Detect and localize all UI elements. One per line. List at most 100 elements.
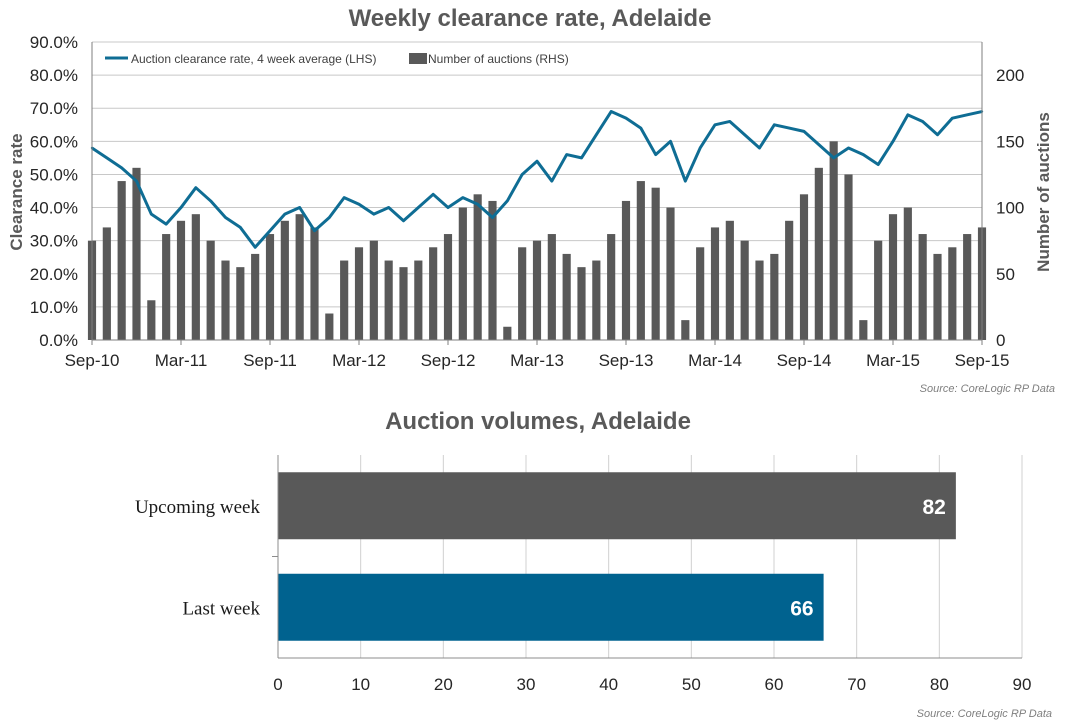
chart-title: Auction volumes, Adelaide	[385, 408, 691, 435]
auction-bar	[844, 174, 853, 340]
auction-bar	[963, 234, 972, 340]
clearance-point	[387, 206, 390, 209]
y-tick-label-left: 90.0%	[30, 33, 78, 52]
y-tick-label-left: 40.0%	[30, 199, 78, 218]
auction-bar	[384, 260, 393, 340]
y-tick-label-right: 0	[996, 331, 1005, 350]
x-tick-label: Sep-12	[421, 351, 476, 370]
clearance-point	[624, 116, 628, 120]
auction-bar	[473, 194, 482, 340]
clearance-point	[891, 140, 895, 143]
y-axis-title-right: Number of auctions	[1034, 112, 1053, 272]
y-tick-label-left: 50.0%	[30, 165, 78, 184]
x-tick-label: 80	[930, 675, 949, 694]
y-tick-label-right: 200	[996, 66, 1024, 85]
auction-bar	[547, 234, 556, 340]
y-tick-label-right: 100	[996, 199, 1024, 218]
x-tick-label: 0	[273, 675, 282, 694]
clearance-point	[862, 153, 865, 156]
x-tick-label: 90	[1013, 675, 1032, 694]
clearance-point	[417, 206, 420, 209]
auction-bar	[829, 141, 838, 340]
x-tick-label: Mar-12	[332, 351, 386, 370]
auction-bar	[888, 214, 898, 340]
clearance-point	[535, 160, 539, 163]
auction-bar	[191, 214, 200, 340]
auction-bar	[725, 220, 734, 340]
auction-bar	[607, 234, 616, 340]
x-tick-label: 40	[599, 675, 618, 694]
auction-bar	[340, 260, 349, 340]
axes: 0.0% 10.0% 20.0% 30.0% 40.0% 50.0% 60.0% 70.0% 8…	[30, 33, 1025, 370]
x-tick-label: 10	[351, 675, 370, 694]
y-tick-label-left: 10.0%	[30, 298, 78, 317]
clearance-point	[550, 179, 554, 183]
auction-bar	[295, 214, 304, 340]
category-label: Upcoming week	[135, 497, 261, 518]
auction-bar	[117, 181, 126, 340]
clearance-point	[639, 126, 643, 130]
volume-bar	[278, 472, 956, 540]
clearance-point	[446, 206, 450, 209]
auction-bar	[236, 267, 245, 340]
clearance-point	[520, 173, 524, 176]
clearance-point	[476, 203, 479, 206]
clearance-point	[402, 219, 405, 222]
auction-bar	[799, 194, 809, 340]
x-tick-label: 70	[847, 675, 866, 694]
auction-bar	[948, 247, 957, 340]
clearance-point	[253, 246, 257, 249]
auction-bar	[429, 247, 438, 340]
x-tick-label: Sep-13	[599, 351, 654, 370]
clearance-point	[698, 146, 702, 150]
auction-bar	[102, 227, 111, 340]
clearance-point	[847, 146, 850, 150]
clearance-point	[120, 166, 123, 170]
clearance-point	[787, 126, 791, 130]
auction-bar	[147, 300, 156, 340]
clearance-point	[342, 196, 346, 199]
auction-bar	[251, 253, 260, 340]
x-tick-label: Mar-15	[866, 351, 920, 370]
y-axis-title-left: Clearance rate	[7, 133, 26, 250]
auction-bar	[132, 167, 141, 340]
clearance-point	[876, 163, 880, 166]
clearance-point	[491, 216, 494, 219]
auction-bar	[369, 240, 378, 340]
clearance-point	[921, 120, 924, 123]
auction-bar	[770, 253, 779, 340]
clearance-point	[965, 113, 969, 117]
auction-bar	[443, 234, 453, 340]
auction-bar	[503, 326, 512, 340]
y-tick-label-left: 0.0%	[39, 331, 78, 350]
clearance-point	[936, 133, 939, 136]
auction-bar	[162, 234, 171, 340]
auction-bar	[696, 247, 705, 340]
auction-bar	[488, 200, 497, 340]
clearance-point	[773, 123, 776, 126]
clearance-point	[461, 196, 465, 199]
clearance-point	[817, 143, 821, 146]
x-tick-label: 60	[765, 675, 784, 694]
auction-bar	[933, 253, 942, 340]
auction-bar	[518, 247, 527, 340]
auction-bar	[592, 260, 601, 340]
clearance-point	[758, 146, 761, 150]
y-tick-label-left: 70.0%	[30, 99, 78, 118]
auction-bar	[562, 253, 571, 340]
clearance-point	[802, 130, 806, 133]
auction-bar	[874, 240, 883, 340]
x-tick-label: Mar-11	[155, 351, 208, 370]
volume-bars: 82 66	[278, 472, 956, 641]
legend: Auction clearance rate, 4 week average (…	[105, 52, 569, 66]
x-tick-label: Sep-11	[243, 351, 297, 370]
clearance-point	[105, 156, 109, 160]
clearance-point	[313, 229, 316, 232]
clearance-point	[609, 110, 613, 113]
auction-bar	[903, 207, 912, 340]
clearance-point	[135, 179, 138, 183]
auction-bar	[310, 227, 319, 340]
auction-bar	[755, 260, 764, 340]
auction-volumes-chart: Auction volumes, Adelaide 82 66 0 10 20 30 40…	[135, 408, 1052, 720]
